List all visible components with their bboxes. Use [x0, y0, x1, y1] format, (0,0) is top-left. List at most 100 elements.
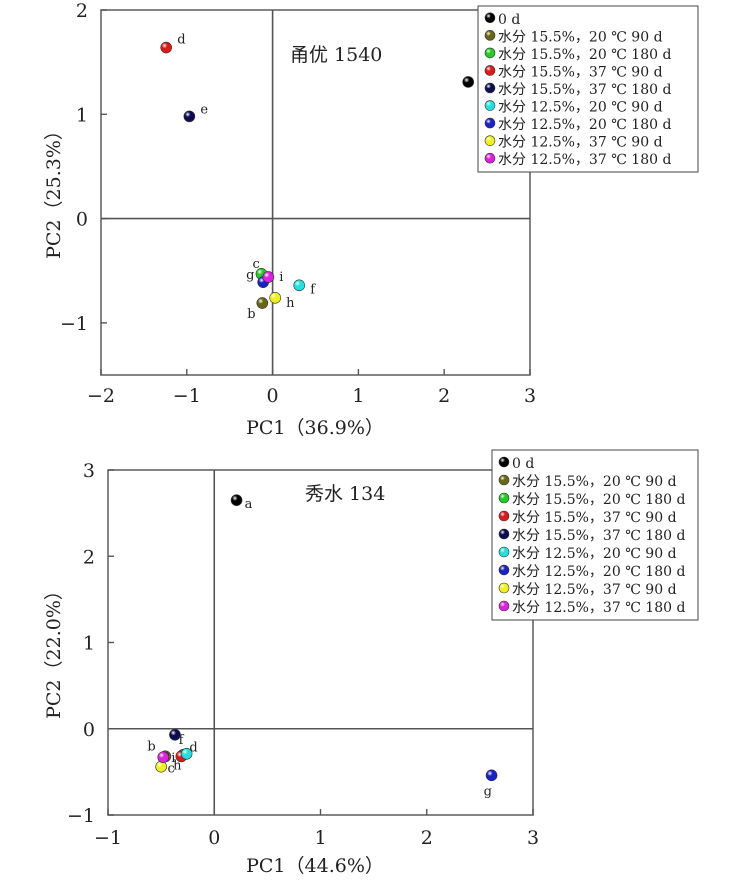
data-point-f [293, 279, 305, 292]
legend-marker [484, 65, 496, 76]
x-tick-label: 1 [352, 385, 364, 407]
point-label-c: c [167, 762, 174, 777]
point-label-d: d [177, 33, 185, 48]
legend-marker [484, 12, 496, 24]
legend-entry-label: 水分 15.5%，20 ℃ 180 d [498, 47, 671, 63]
data-point-f [180, 747, 193, 760]
point-label-g: g [484, 784, 492, 799]
data-point-h [269, 292, 281, 304]
legend-marker [498, 600, 510, 612]
legend-marker [498, 528, 510, 540]
point-label-f: f [179, 733, 185, 748]
y-tick-label: −1 [60, 313, 88, 335]
x-tick-label: 2 [421, 827, 433, 849]
pca-chart-2: −1 0 1 2 3 −1 0 1 2 3 PC1（44.6%） PC2（22.0%） 秀水 134 a b… [43, 449, 699, 877]
point-label-i: i [279, 270, 283, 285]
point-label-b: b [247, 307, 255, 322]
legend-marker [498, 474, 510, 486]
y-axis-title: PC2（25.3%） [43, 121, 65, 259]
point-label-i: i [171, 751, 175, 766]
point-label-f: f [310, 282, 316, 297]
legend-entry-label: 水分 12.5%，20 ℃ 180 d [498, 117, 671, 133]
legend-entry-label: 水分 15.5%，37 ℃ 180 d [512, 528, 685, 544]
x-tick-label: 3 [527, 827, 539, 849]
pca-chart-1: −2 −1 0 1 2 3 −1 0 1 2 PC1（36.9%） PC2（25.3%） 甬优 1540… [43, 0, 699, 439]
legend-marker [484, 117, 496, 129]
y-tick-label: 1 [83, 633, 95, 655]
legend-marker [498, 564, 510, 576]
point-label-b: b [147, 739, 155, 754]
point-label-d: d [189, 740, 197, 755]
chart-title: 甬优 1540 [290, 44, 382, 66]
y-tick-label: 1 [76, 104, 88, 126]
y-tick-label: 0 [83, 719, 95, 741]
x-axis-title: PC1（44.6%） [246, 855, 384, 877]
point-label-e: e [200, 102, 208, 117]
y-tick-label: −1 [67, 805, 95, 827]
legend-entry-label: 水分 12.5%，37 ℃ 180 d [498, 152, 671, 168]
legend-box [491, 449, 699, 621]
legend: 0 d水分 15.5%，20 ℃ 90 d 水分 15.5%，20 ℃ 180 d… [477, 5, 699, 173]
legend-marker [498, 582, 510, 594]
x-tick-label: 0 [267, 385, 279, 407]
legend-marker [484, 82, 496, 94]
legend-marker [498, 456, 510, 468]
data-point-d [160, 41, 173, 54]
legend-marker [484, 100, 496, 111]
y-tick-label: 0 [76, 209, 88, 231]
legend-marker [498, 510, 510, 522]
legend-entry-label: 水分 12.5%，37 ℃ 180 d [512, 600, 685, 616]
data-point-i [262, 271, 275, 283]
y-tick-label: 3 [83, 460, 95, 482]
legend-marker [498, 492, 510, 504]
y-tick-label: 2 [83, 546, 95, 568]
point-label-h: h [173, 759, 182, 774]
plot-frame [100, 9, 531, 376]
data-point-b [256, 297, 269, 309]
x-tick-label: −2 [87, 385, 115, 407]
legend-marker [484, 30, 496, 41]
data-point-h [155, 760, 167, 773]
chart-title: 秀水 134 [305, 483, 385, 505]
legend-entry-label: 水分 15.5%，20 ℃ 90 d [498, 29, 663, 45]
y-axis-title: PC2（22.0%） [43, 581, 65, 719]
data-point-e [169, 728, 181, 741]
legend-entry-label: 水分 12.5%，37 ℃ 90 d [498, 135, 663, 151]
legend-entry-label: 水分 15.5%，37 ℃ 180 d [498, 82, 671, 98]
point-label-a: a [245, 497, 253, 512]
legend-entry-label: 0 d [498, 12, 520, 28]
point-label-g: g [246, 268, 254, 283]
legend-entry-label: 水分 12.5%，20 ℃ 90 d [512, 546, 677, 562]
x-tick-label: 1 [314, 827, 326, 849]
data-point-a [462, 76, 475, 88]
x-tick-label: 2 [438, 385, 450, 407]
x-tick-label: −1 [173, 385, 201, 407]
legend-marker [484, 135, 496, 146]
legend-entry-label: 水分 15.5%，37 ℃ 90 d [498, 64, 663, 80]
legend-entry-label: 水分 12.5%，20 ℃ 180 d [512, 564, 685, 580]
x-tick-label: 0 [208, 827, 220, 849]
legend-marker [498, 546, 510, 558]
data-point-e [183, 110, 196, 123]
legend-marker [484, 47, 496, 59]
point-label-c: c [252, 257, 259, 272]
legend-entry-label: 水分 12.5%，37 ℃ 90 d [512, 582, 677, 598]
data-point-g [485, 769, 498, 782]
x-tick-label: 3 [524, 385, 536, 407]
legend-entry-label: 水分 15.5%，20 ℃ 180 d [512, 492, 685, 508]
x-tick-label: −1 [94, 827, 122, 849]
data-point-i [157, 751, 170, 764]
legend-entry-label: 水分 15.5%，20 ℃ 90 d [512, 474, 677, 490]
data-point-a [230, 494, 243, 506]
y-tick-label: 2 [76, 0, 88, 22]
legend-marker [484, 152, 496, 164]
legend-entry-label: 水分 15.5%，37 ℃ 90 d [512, 510, 677, 526]
x-axis-title: PC1（36.9%） [246, 417, 384, 439]
legend-box [477, 5, 699, 173]
point-label-h: h [286, 296, 295, 311]
legend-entry-label: 水分 12.5%，20 ℃ 90 d [498, 100, 663, 116]
legend-entry-label: 0 d [512, 456, 534, 472]
legend: 0 d 水分 15.5%，20 ℃ 90 d 水分 15.5%，20 ℃ 180 d… [491, 449, 699, 621]
